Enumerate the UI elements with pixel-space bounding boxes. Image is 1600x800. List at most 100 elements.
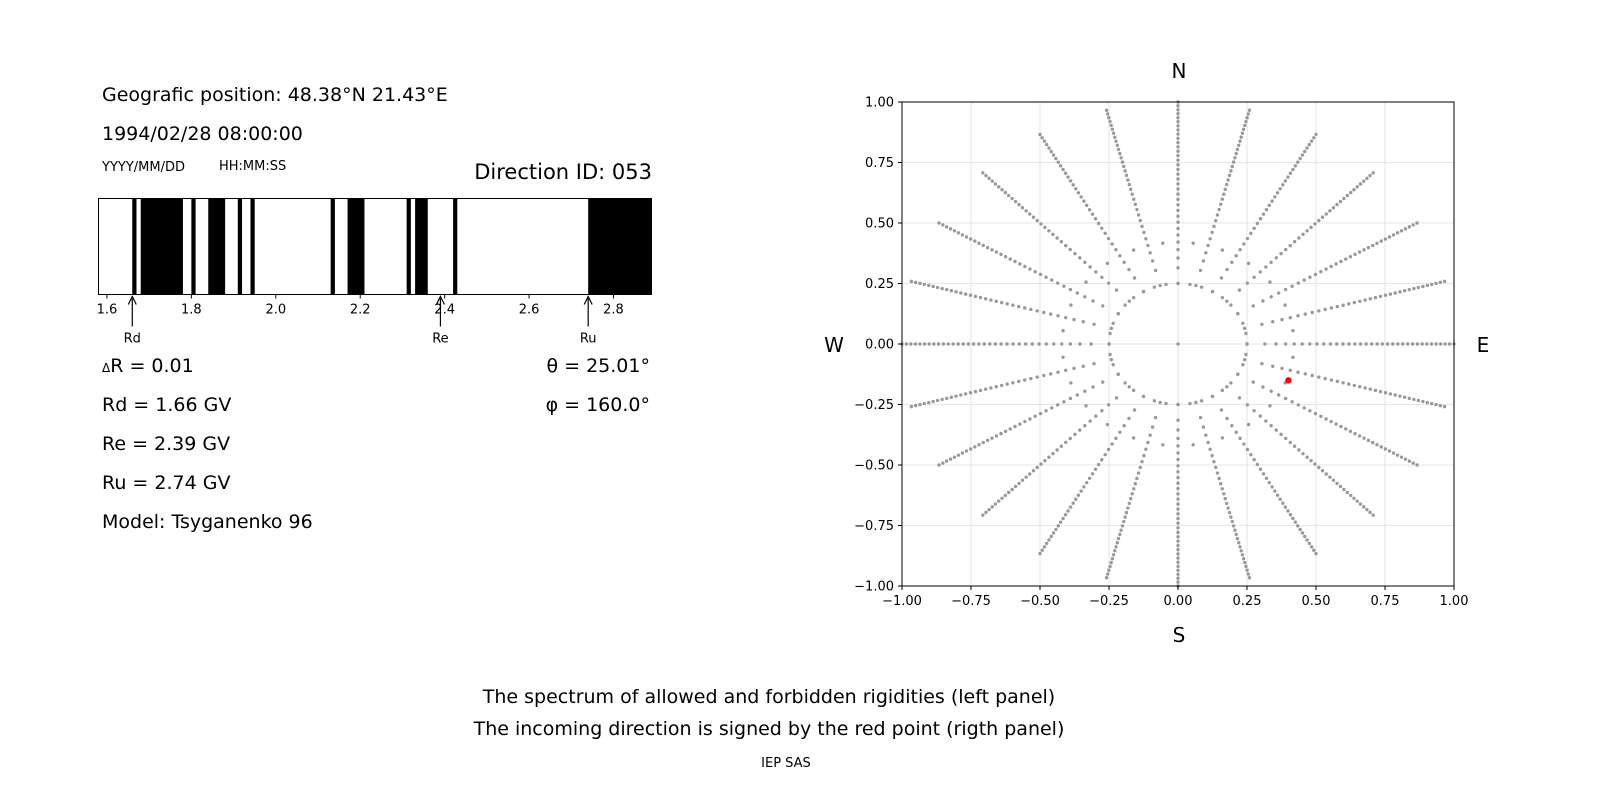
direction-point [1051,153,1056,157]
direction-point [1078,428,1082,432]
direction-point [1375,342,1379,346]
direction-point [1261,212,1266,216]
direction-point [1028,212,1032,216]
forbidden-band [237,198,243,295]
direction-point [1421,284,1425,289]
direction-point [1292,342,1296,346]
direction-point [1425,400,1430,405]
direction-point [1127,385,1131,389]
direction-point [1054,527,1058,532]
direction-point [1240,553,1245,557]
direction-point [1283,179,1288,183]
direction-point [1129,187,1133,192]
date-format-label: YYYY/MM/DD [102,160,185,175]
direction-point [994,434,999,438]
direction-point [1357,434,1362,438]
direction-point [1176,497,1180,501]
direction-point [1237,541,1241,545]
direction-point [1244,119,1248,124]
direction-point [1153,415,1158,420]
direction-point [1090,212,1095,216]
direction-point [1118,254,1122,258]
direction-point [1068,287,1073,292]
direction-point [1348,429,1353,433]
direction-point [1056,314,1060,318]
direction-point [1000,187,1004,192]
direction-point [1142,230,1146,235]
direction-point [1164,401,1168,406]
direction-point [999,252,1003,257]
direction-point [1268,404,1272,408]
direction-point [1215,471,1220,475]
direction-point [1085,480,1089,485]
forbidden-band [140,198,183,295]
direction-point [1176,507,1180,511]
direction-point [1115,143,1119,147]
direction-point [948,457,953,461]
direction-point [1033,414,1037,419]
direction-point [964,235,969,239]
direction-point [1069,381,1073,385]
direction-point [1235,147,1240,152]
direction-point [1341,303,1345,307]
direction-point [1371,513,1375,517]
direction-point [1176,552,1180,556]
direction-point [913,403,918,408]
direction-point [1237,396,1242,400]
direction-point [913,280,918,285]
direction-point [1329,419,1333,424]
direction-point [1104,576,1109,580]
direction-point [1135,207,1139,212]
direction-point [1358,342,1363,346]
direction-point [1132,487,1136,491]
direction-point [1085,203,1089,208]
direction-point [1110,127,1115,131]
direction-point [1047,146,1051,150]
direction-point [1176,167,1180,172]
direction-point [1176,128,1180,132]
direction-point [1176,457,1180,462]
direction-point [952,229,957,233]
direction-point [1096,462,1101,467]
direction-point [1047,455,1051,459]
direction-point [1100,226,1104,231]
rd-value: Rd = 1.66 GV [102,394,232,416]
direction-point [1037,342,1041,346]
direction-point [1127,182,1131,187]
direction-point [1176,543,1180,548]
direction-point [1366,438,1371,443]
direction-point [1176,475,1180,480]
direction-point [1403,227,1408,231]
direction-point [1438,342,1443,346]
direction-point [1176,182,1180,186]
direction-point [983,387,988,391]
direction-point [1411,461,1415,465]
direction-point [1029,307,1033,312]
direction-point [1110,442,1114,446]
direction-point [1176,136,1180,140]
direction-point [1241,321,1245,326]
direction-point [1116,536,1121,541]
direction-point [1136,471,1141,475]
direction-point [1127,416,1131,421]
direction-point [1261,385,1265,389]
direction-point [1140,459,1144,464]
direction-point [1176,233,1180,237]
direction-point [1106,403,1111,407]
direction-point [1420,342,1424,346]
direction-point [1310,310,1314,315]
direction-point [1288,368,1292,373]
direction-point [1255,462,1260,467]
direction-point [981,243,985,248]
delta-symbol: Δ [102,361,111,375]
direction-point [1198,268,1203,273]
direction-point [1442,279,1447,284]
direction-point [1141,289,1146,294]
marker-label: Re [432,332,448,347]
direction-point [1068,342,1073,346]
direction-point [1024,475,1028,479]
direction-point [1114,436,1118,441]
direction-point [1040,136,1044,140]
direction-point [1176,208,1180,213]
forbidden-band [406,198,411,295]
